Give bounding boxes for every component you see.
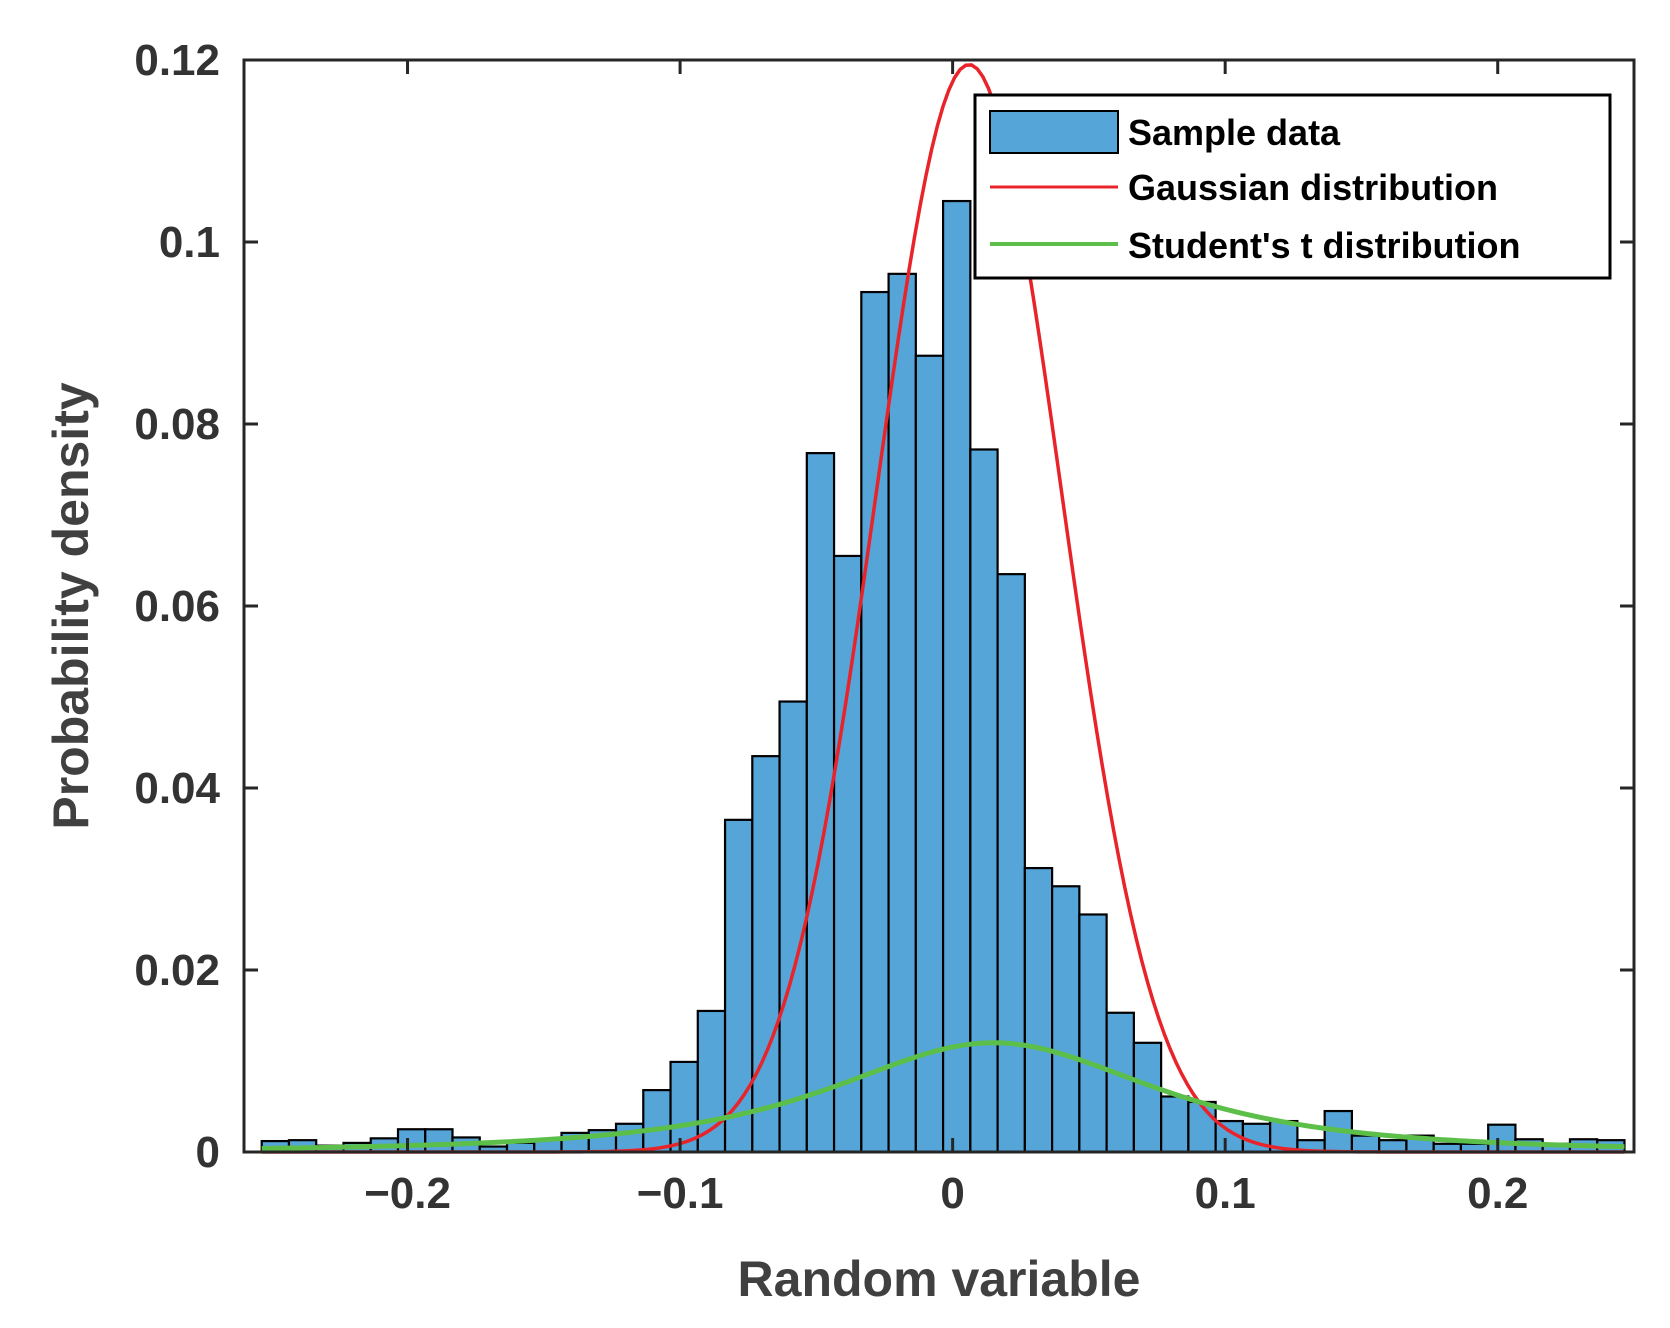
y-tick-label: 0.1 xyxy=(159,218,220,267)
histogram-bar xyxy=(1487,1123,1517,1154)
y-axis-label: Probability density xyxy=(43,382,99,830)
x-tick-label: 0.2 xyxy=(1467,1169,1528,1218)
histogram-bar xyxy=(396,1128,427,1154)
legend-label-student-t: Student's t distribution xyxy=(1128,225,1521,266)
histogram-bar xyxy=(1105,1011,1135,1154)
x-tick-label: −0.1 xyxy=(637,1169,724,1218)
student-t-curve xyxy=(261,1040,1625,1151)
histogram-bar xyxy=(1160,1095,1190,1154)
y-tick-label: 0 xyxy=(196,1128,220,1177)
legend: Sample data Gaussian distribution Studen… xyxy=(973,93,1612,280)
legend-label-gaussian: Gaussian distribution xyxy=(1128,167,1498,208)
histogram-bar xyxy=(614,1122,645,1154)
tick-labels: −0.2 −0.1 0 0.1 0.2 0 0.02 0.04 0.06 0.08 0.1 0.12 xyxy=(134,36,1528,1218)
histogram-bar xyxy=(751,755,781,1154)
histogram-bar xyxy=(1241,1122,1272,1154)
histogram-bar xyxy=(887,272,917,1154)
legend-label-sample-data: Sample data xyxy=(1128,112,1341,153)
histogram-bar xyxy=(860,290,890,1154)
x-tick-label: 0 xyxy=(940,1169,964,1218)
plot-frame xyxy=(242,58,1636,1154)
histogram-bar xyxy=(1132,1041,1163,1154)
histogram-bar xyxy=(941,199,972,1154)
histogram-bar xyxy=(1023,866,1054,1154)
histogram-bar xyxy=(1078,913,1108,1154)
histogram-bar xyxy=(832,554,863,1154)
histogram-bar xyxy=(1187,1100,1217,1154)
histogram-bar xyxy=(1051,885,1081,1154)
histogram-bar xyxy=(996,573,1026,1154)
histogram-bar xyxy=(969,448,999,1154)
y-tick-label: 0.08 xyxy=(134,400,220,449)
x-axis-label: Random variable xyxy=(738,1251,1141,1307)
y-tick-label: 0.02 xyxy=(134,946,220,995)
histogram-bar xyxy=(1350,1134,1381,1154)
histogram-bar xyxy=(914,354,945,1154)
histogram-bar xyxy=(424,1128,454,1154)
legend-swatch-sample-data xyxy=(989,110,1119,154)
histogram-bar xyxy=(642,1089,672,1154)
y-tick-label: 0.06 xyxy=(134,582,220,631)
x-tick-label: 0.1 xyxy=(1195,1169,1256,1218)
x-tick-label: −0.2 xyxy=(364,1169,451,1218)
y-tick-label: 0.04 xyxy=(134,764,220,813)
y-tick-label: 0.12 xyxy=(134,36,220,85)
